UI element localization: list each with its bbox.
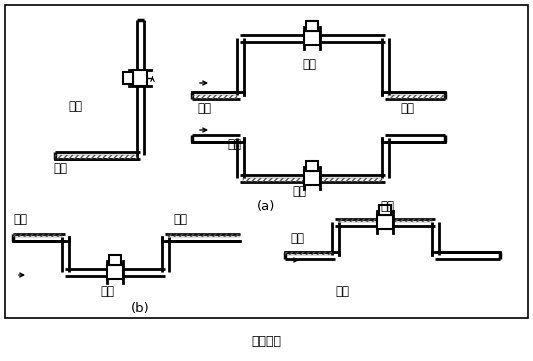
Text: 错误: 错误	[335, 285, 349, 298]
Text: (a): (a)	[257, 200, 275, 213]
Text: 正确: 正确	[68, 100, 82, 113]
Bar	[388, 95, 445, 99]
Bar	[285, 252, 332, 255]
Bar	[168, 234, 240, 237]
Text: 图（四）: 图（四）	[251, 335, 281, 348]
Bar	[192, 95, 237, 99]
Text: 正确: 正确	[302, 58, 316, 71]
Bar	[13, 234, 62, 237]
Bar	[109, 255, 121, 265]
Text: 气泡: 气泡	[380, 200, 394, 213]
Text: 液体: 液体	[400, 102, 414, 115]
Bar	[133, 70, 147, 86]
Bar	[55, 155, 137, 158]
Bar	[5, 5, 528, 318]
Text: 液体: 液体	[292, 185, 306, 198]
Text: 气泡: 气泡	[290, 232, 304, 245]
Text: (b): (b)	[131, 302, 149, 315]
Text: 气泡: 气泡	[173, 213, 187, 226]
Bar	[243, 178, 382, 182]
Text: 液体: 液体	[197, 102, 211, 115]
Text: 液体: 液体	[53, 162, 67, 175]
Bar	[377, 215, 393, 229]
Text: 正确: 正确	[100, 285, 114, 298]
Bar	[107, 265, 123, 279]
Bar	[306, 21, 318, 31]
Text: 气泡: 气泡	[13, 213, 27, 226]
Bar	[304, 31, 320, 45]
Bar	[306, 161, 318, 171]
Bar	[379, 205, 391, 215]
Bar	[123, 72, 133, 84]
Bar	[338, 218, 432, 222]
Bar	[304, 171, 320, 185]
Text: 错误: 错误	[227, 138, 241, 151]
